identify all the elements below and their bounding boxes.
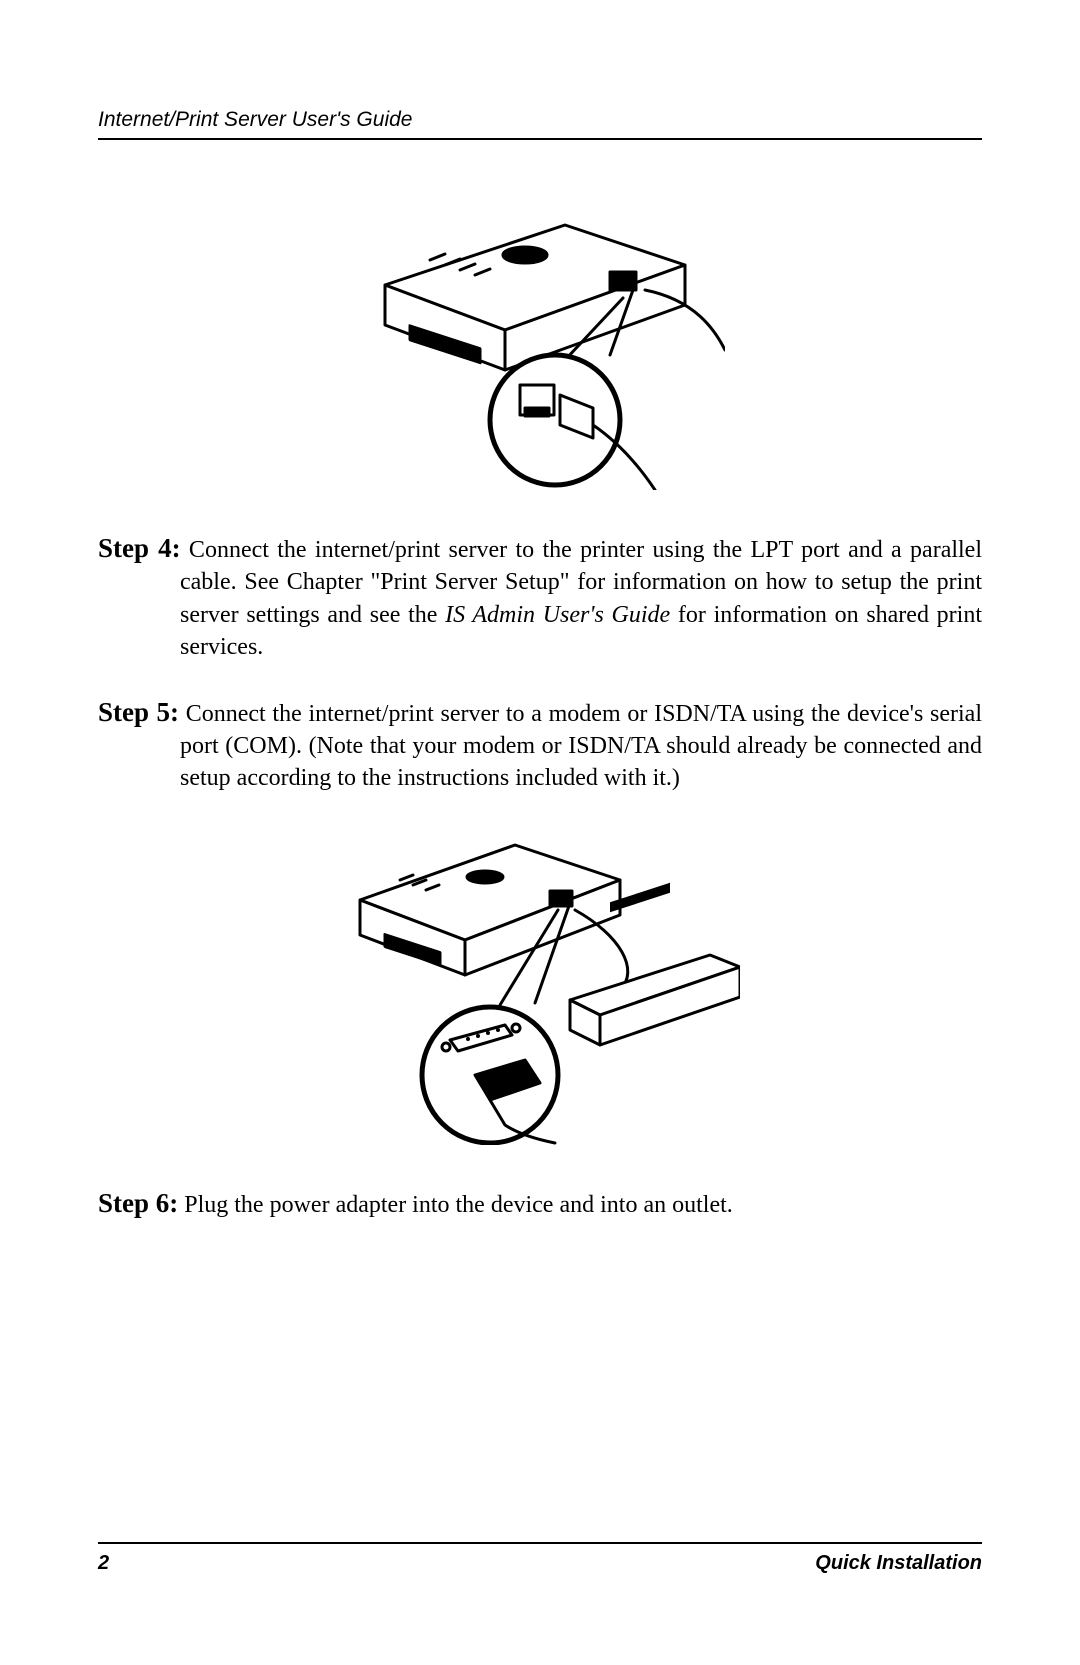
step-5-label: Step 5: — [98, 697, 179, 727]
step-4: Step 4: Connect the internet/print serve… — [98, 530, 982, 664]
header-title: Internet/Print Server User's Guide — [98, 108, 412, 131]
figure-serial-modem — [98, 825, 982, 1145]
step-6-text: Plug the power adapter into the device a… — [178, 1192, 733, 1218]
step-5-text: Connect the internet/print server to a m… — [179, 701, 982, 792]
step-6: Step 6: Plug the power adapter into the … — [98, 1185, 982, 1221]
step-5: Step 5: Connect the internet/print serve… — [98, 694, 982, 795]
page-header: Internet/Print Server User's Guide — [98, 108, 982, 140]
step-4-label: Step 4: — [98, 533, 181, 563]
footer-section: Quick Installation — [815, 1552, 982, 1575]
step-4-italic: IS Admin User's Guide — [445, 602, 670, 628]
illustration-serial — [340, 825, 740, 1145]
step-6-label: Step 6: — [98, 1188, 178, 1218]
illustration-lan — [355, 190, 725, 490]
page-footer: 2 Quick Installation — [98, 1542, 982, 1575]
footer-page-number: 2 — [98, 1552, 109, 1575]
figure-lan-port — [98, 190, 982, 490]
